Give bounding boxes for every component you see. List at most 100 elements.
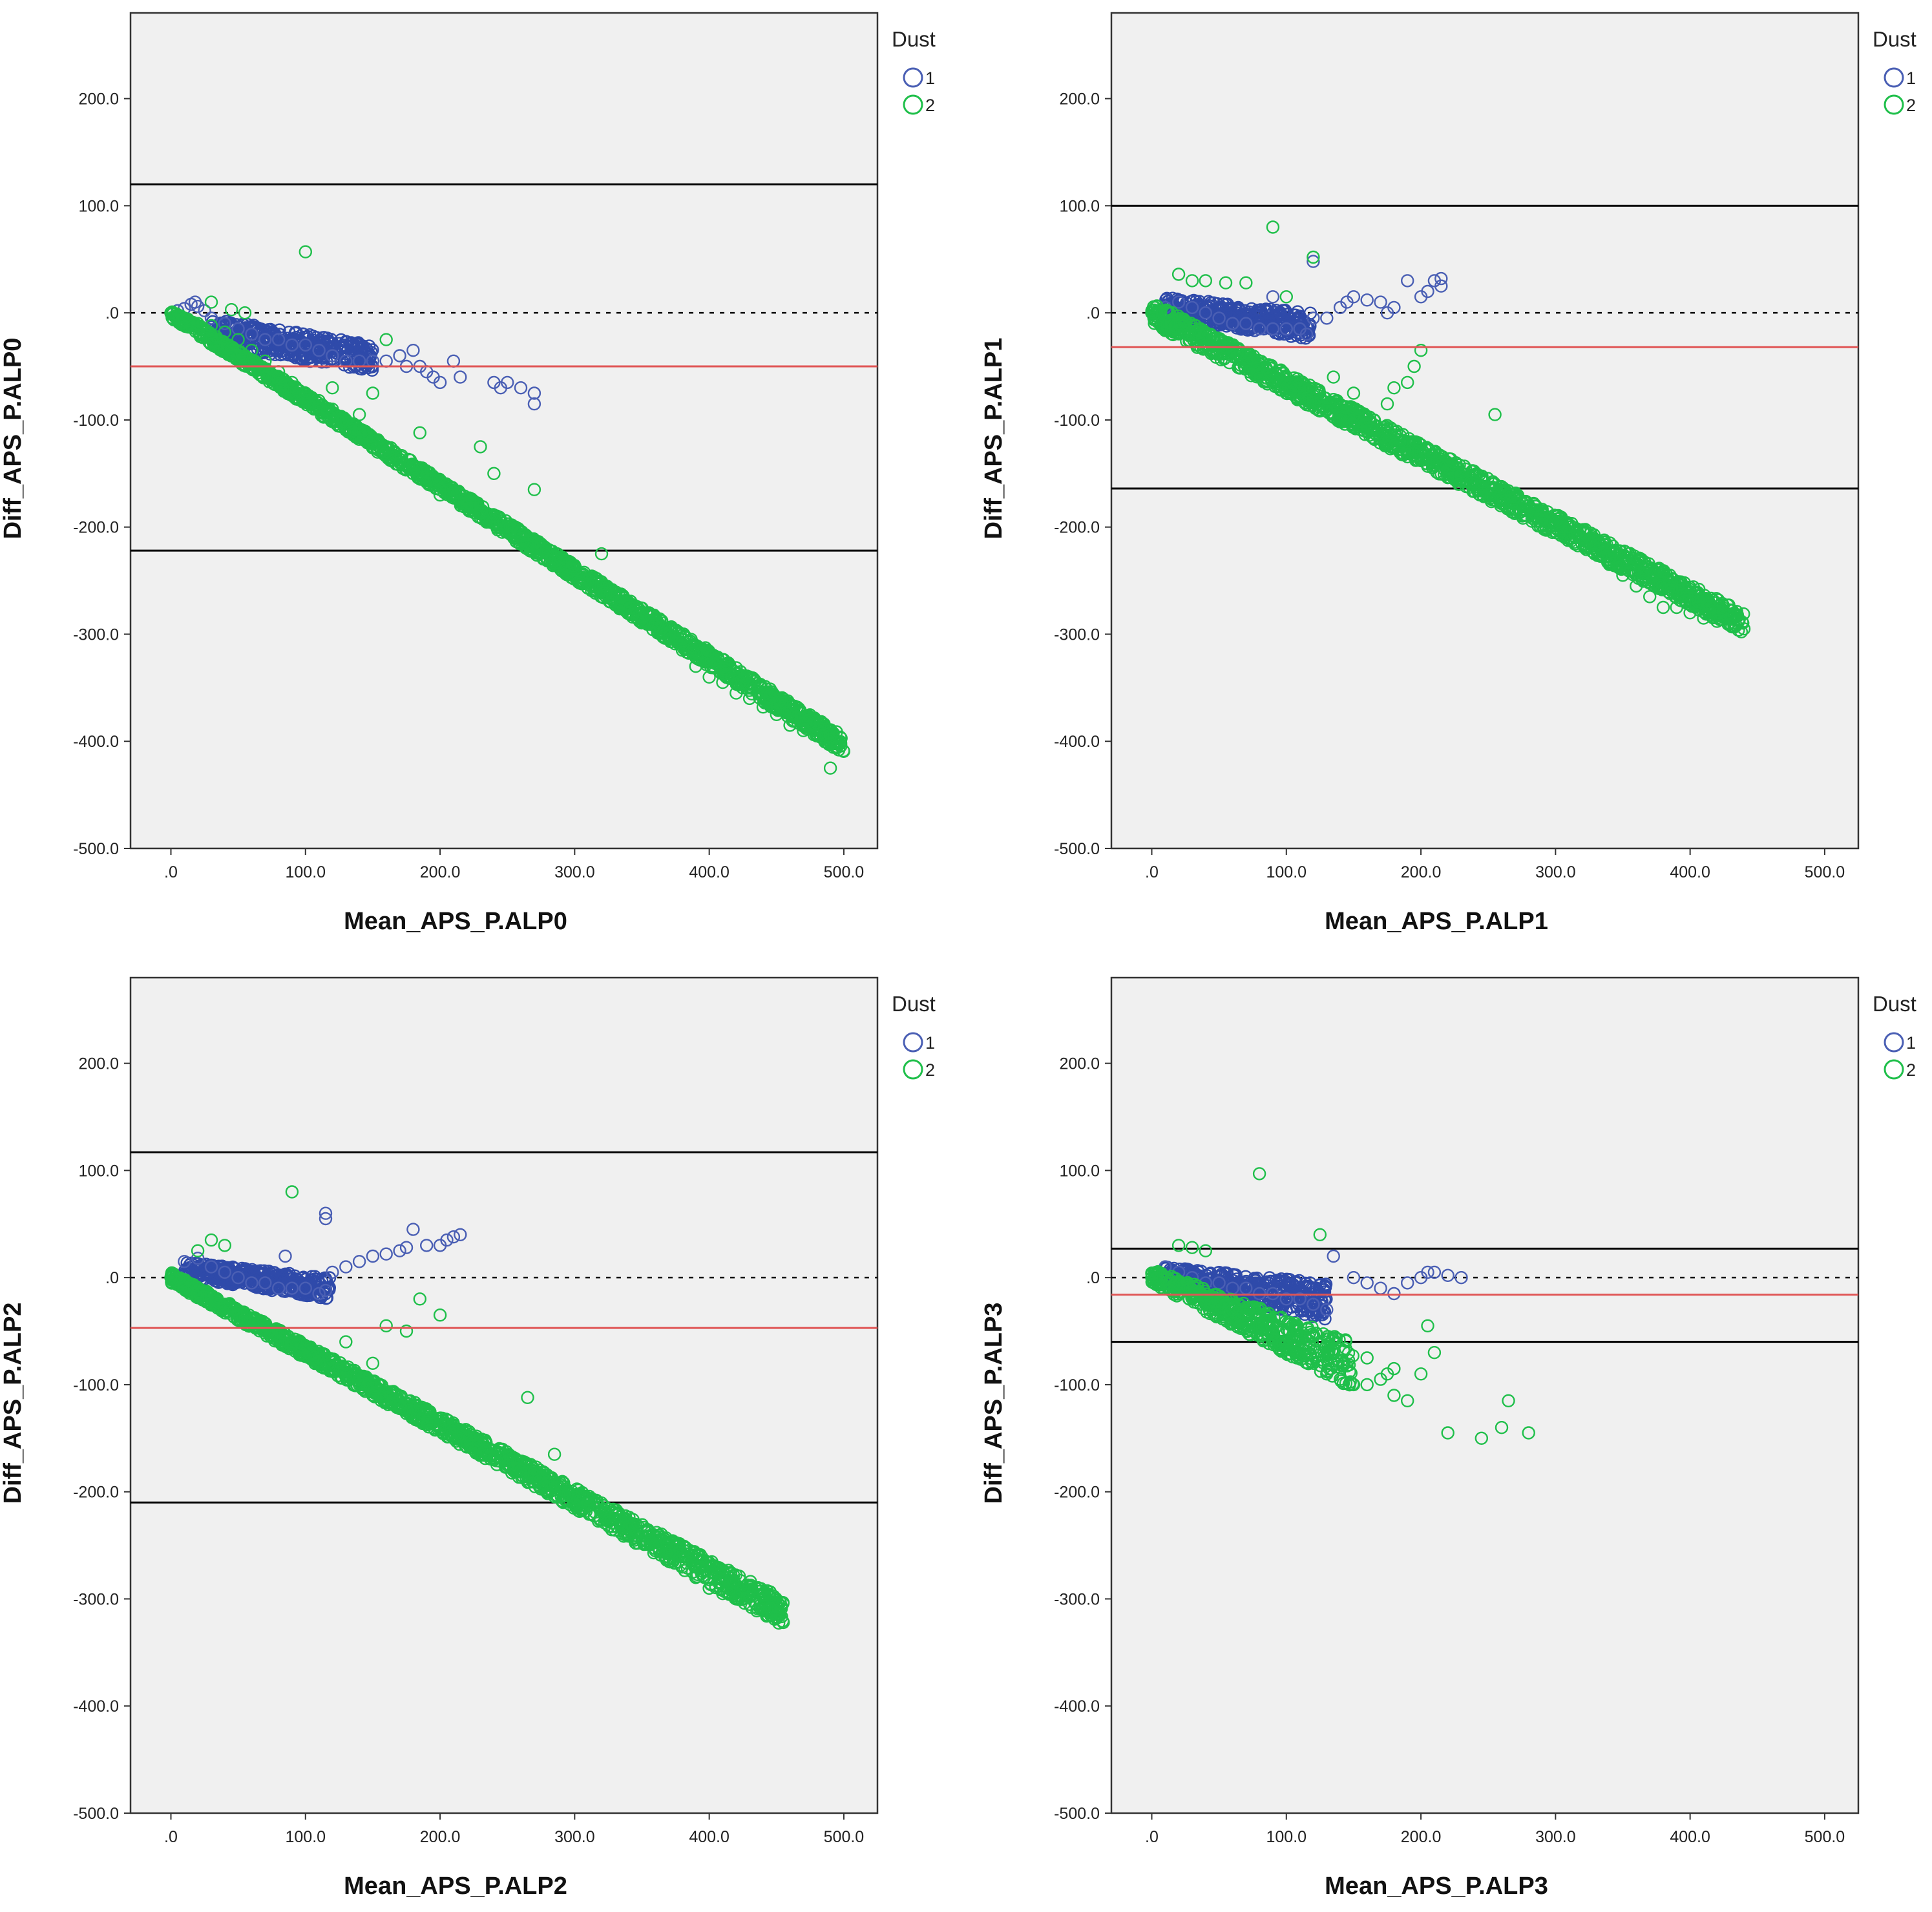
y-tick-label: -400.0 [1054, 733, 1100, 751]
data-point-dust-2 [669, 624, 683, 637]
data-point-dust-1 [1374, 295, 1387, 309]
data-point-dust-1 [231, 1270, 245, 1285]
x-tick-label: 400.0 [1670, 863, 1710, 881]
data-point-dust-2 [1171, 317, 1186, 330]
data-point-dust-1 [1252, 322, 1266, 336]
data-point-dust-1 [1434, 271, 1448, 286]
data-point-dust-1 [204, 311, 218, 325]
data-point-dust-2 [608, 587, 622, 600]
data-point-dust-2 [1388, 425, 1402, 439]
data-point-dust-2 [1217, 352, 1231, 365]
data-point-dust-1 [279, 1268, 293, 1283]
data-point-dust-2 [271, 370, 285, 383]
data-point-dust-2 [1400, 445, 1414, 459]
data-point-dust-2 [1407, 359, 1421, 373]
data-point-dust-1 [1263, 309, 1277, 322]
data-point-dust-2 [1241, 347, 1255, 361]
data-point-dust-1 [258, 333, 272, 346]
data-point-dust-2 [1468, 475, 1482, 489]
y-tick-label: 100.0 [1059, 197, 1100, 215]
data-point-dust-2 [1515, 509, 1529, 523]
data-point-dust-2 [773, 693, 787, 707]
data-point-dust-1 [527, 397, 541, 411]
series-2 [164, 245, 850, 775]
data-point-dust-1 [1212, 311, 1226, 325]
series-1 [178, 1206, 467, 1305]
data-point-dust-2 [1617, 549, 1631, 562]
y-tick-label: -400.0 [73, 733, 119, 751]
data-point-dust-2 [1252, 359, 1266, 373]
data-point-dust-1 [218, 1265, 231, 1279]
data-point-dust-2 [191, 317, 205, 330]
data-point-dust-2 [740, 669, 754, 683]
data-point-dust-1 [501, 375, 514, 390]
data-point-dust-2 [1252, 368, 1265, 382]
data-point-dust-2 [675, 644, 689, 657]
data-point-dust-2 [1432, 451, 1445, 465]
y-tick-label: -300.0 [73, 625, 119, 644]
data-point-dust-1 [288, 326, 302, 340]
data-point-dust-2 [312, 394, 326, 408]
data-point-dust-2 [178, 311, 191, 325]
data-point-dust-2 [393, 456, 406, 470]
data-point-dust-2 [730, 686, 743, 700]
data-point-dust-1 [420, 1239, 434, 1252]
data-point-dust-2 [1323, 395, 1337, 409]
data-point-dust-2 [494, 520, 508, 534]
data-point-dust-1 [1226, 317, 1239, 330]
data-point-dust-2 [501, 520, 514, 534]
data-point-dust-2 [1219, 276, 1233, 289]
data-point-dust-2 [527, 483, 541, 496]
legend-marker-icon [1884, 94, 1904, 115]
data-point-dust-1 [1266, 290, 1280, 304]
data-point-dust-2 [446, 488, 461, 502]
data-point-dust-1 [352, 1255, 366, 1268]
data-point-dust-2 [823, 761, 837, 775]
legend-title: Dust [1873, 27, 1916, 51]
data-point-dust-2 [1274, 363, 1288, 377]
data-point-dust-1 [299, 1281, 312, 1295]
data-point-dust-1 [312, 344, 326, 357]
data-point-dust-1 [433, 375, 447, 390]
y-tick-label: 200.0 [78, 90, 119, 109]
data-point-dust-2 [1199, 274, 1213, 288]
data-point-dust-2 [379, 445, 393, 459]
data-point-dust-2 [541, 547, 554, 561]
data-point-dust-2 [622, 599, 635, 613]
data-point-dust-1 [1273, 314, 1286, 328]
data-point-dust-1 [1248, 307, 1262, 320]
data-point-dust-1 [1254, 317, 1268, 330]
data-point-dust-2 [1508, 490, 1522, 504]
data-point-dust-2 [764, 691, 777, 704]
data-point-dust-2 [204, 319, 218, 333]
data-point-dust-1 [514, 381, 528, 395]
legend-marker-icon [1884, 67, 1904, 88]
panel-2: .0 100.0 200.0 300.0 400.0 500.0-500.0-400.0-… [980, 12, 1916, 935]
data-point-dust-2 [622, 595, 635, 609]
data-point-dust-2 [218, 325, 231, 339]
data-point-dust-1 [364, 346, 378, 359]
y-axis-title: Diff_APS_P.ALP0 [0, 338, 26, 540]
data-point-dust-1 [1299, 328, 1314, 341]
data-point-dust-2 [347, 422, 361, 436]
data-point-dust-2 [702, 670, 716, 684]
data-point-dust-2 [704, 655, 718, 669]
data-point-dust-2 [527, 536, 541, 550]
data-point-dust-2 [716, 675, 730, 689]
legend-label: 1 [1906, 68, 1916, 88]
data-point-dust-2 [1396, 448, 1411, 462]
x-axis-title: Mean_APS_P.ALP1 [1325, 908, 1548, 935]
data-point-dust-2 [1707, 611, 1721, 624]
data-point-dust-2 [264, 372, 278, 386]
data-point-dust-1 [1279, 322, 1294, 336]
data-point-dust-1 [1262, 314, 1276, 328]
data-point-dust-2 [1612, 560, 1625, 574]
data-point-dust-1 [1185, 300, 1199, 315]
data-point-dust-2 [582, 574, 595, 587]
data-point-dust-2 [1528, 499, 1542, 513]
data-point-dust-2 [1590, 538, 1603, 552]
data-point-dust-1 [326, 1265, 339, 1279]
data-point-dust-2 [474, 504, 487, 518]
data-point-dust-2 [1711, 593, 1725, 607]
